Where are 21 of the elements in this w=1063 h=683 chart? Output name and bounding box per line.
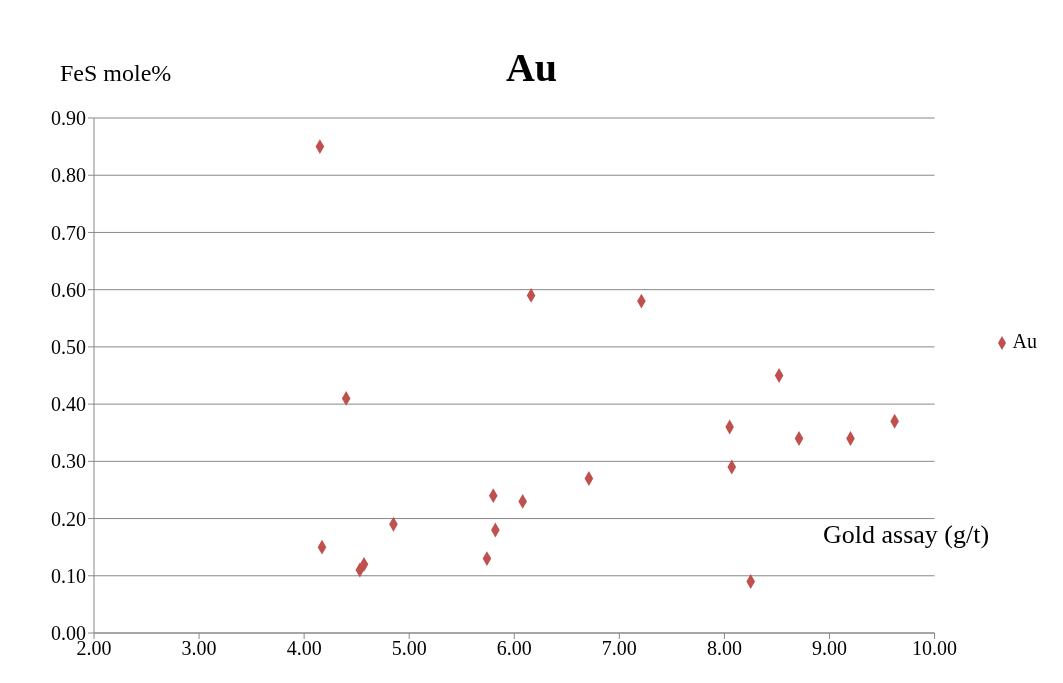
y-tick-label: 0.10 (51, 564, 86, 587)
y-tick-label: 0.90 (51, 107, 86, 130)
y-tick-label: 0.60 (51, 278, 86, 301)
y-tick-label: 0.40 (51, 393, 86, 416)
y-tick-label: 0.50 (51, 335, 86, 358)
chart-title: Au (505, 45, 558, 90)
legend-label: Au (1012, 330, 1037, 352)
x-tick-label: 7.00 (601, 637, 637, 660)
x-tick-label: 5.00 (391, 637, 427, 660)
x-tick-label: 4.00 (286, 637, 322, 660)
x-tick-label: 9.00 (811, 637, 847, 660)
x-tick-label: 6.00 (496, 637, 532, 660)
y-tick-label: 0.20 (51, 507, 86, 530)
y-tick-label: 0.70 (51, 221, 86, 244)
x-tick-label: 3.00 (181, 637, 217, 660)
y-tick-label: 0.80 (51, 164, 86, 187)
y-axis-title: FeS mole% (60, 60, 172, 87)
x-tick-label: 8.00 (706, 637, 742, 660)
y-tick-label: 0.30 (51, 450, 86, 473)
x-axis-title: Gold assay (g/t) (823, 520, 990, 550)
x-tick-label: 10.00 (912, 637, 958, 660)
